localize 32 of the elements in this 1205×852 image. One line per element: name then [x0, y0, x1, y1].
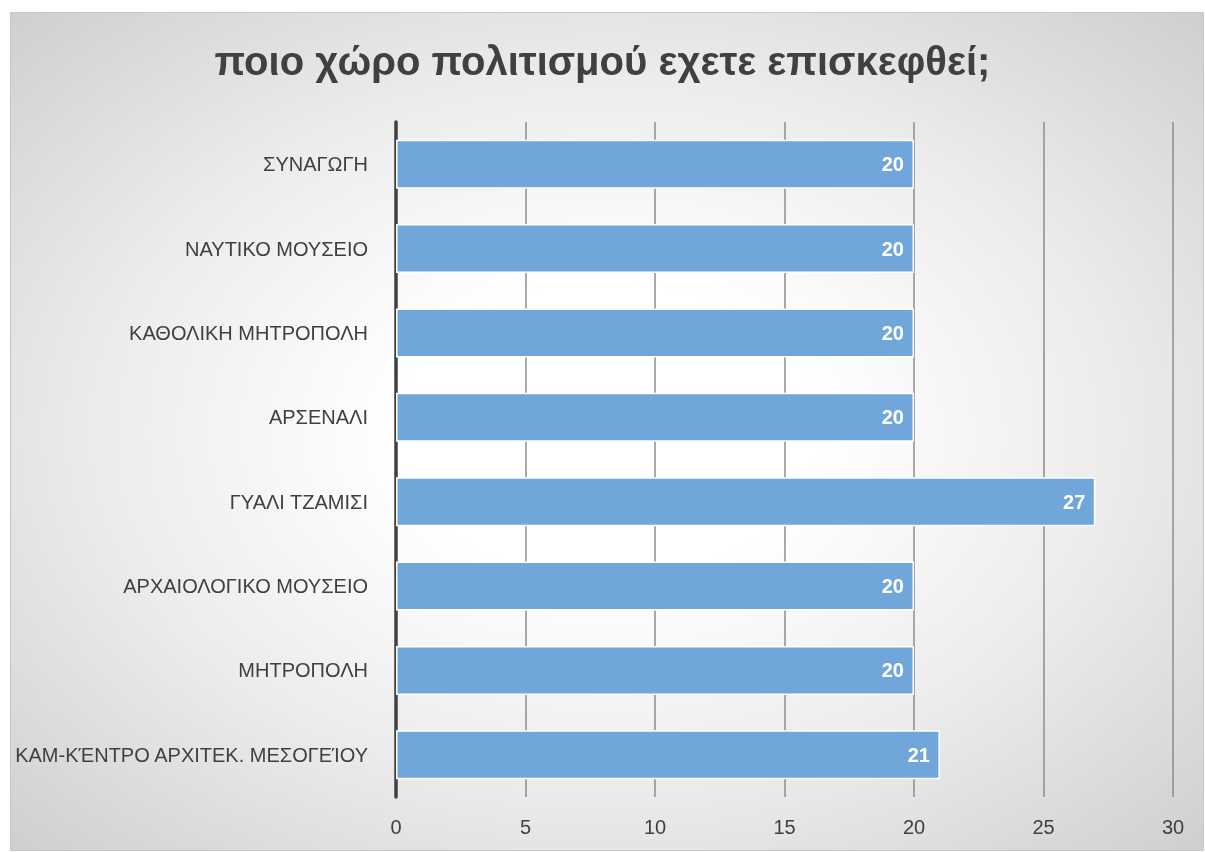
- x-tick-label: 15: [773, 816, 796, 838]
- x-tick-label: 25: [1032, 816, 1055, 838]
- bar: [396, 139, 914, 189]
- x-tick-label: 5: [519, 816, 532, 838]
- y-tick-label: ΑΡΣΕΝΑΛΙ: [268, 406, 368, 429]
- y-tick-label: ΓΥΑΛΙ ΤΖΑΜΙΣΙ: [229, 490, 368, 513]
- bar: [396, 645, 914, 695]
- bar: [396, 477, 1096, 527]
- x-tick-label: 10: [643, 816, 667, 838]
- bar: [396, 392, 914, 442]
- y-tick-label: ΝΑΥΤΙΚΟ ΜΟΥΣΕΙΟ: [185, 237, 368, 260]
- y-tick-label: ΚΑΜ-ΚΈΝΤΡΟ ΑΡΧΙΤΕΚ. ΜΕΣΟΓΕΊΟΥ: [15, 743, 368, 766]
- y-tick-label: ΜΗΤΡΟΠΟΛΗ: [238, 659, 368, 682]
- chart-title: ποιο χώρο πολιτισμού εχετε επισκεφθεί;: [214, 39, 991, 83]
- x-tick-label: 30: [1161, 816, 1185, 838]
- y-tick-label: ΑΡΧΑΙΟΛΟΓΙΚΟ ΜΟΥΣΕΙΟ: [123, 575, 368, 598]
- x-tick-label: 20: [902, 816, 926, 838]
- data-label: 21: [907, 743, 930, 766]
- data-label: 20: [881, 406, 904, 429]
- bar: [396, 308, 914, 358]
- y-tick-label: ΣΥΝΑΓΩΓΗ: [263, 153, 368, 176]
- data-label: 20: [881, 237, 904, 260]
- data-label: 20: [881, 575, 904, 598]
- bar: [396, 561, 914, 611]
- y-tick-label: ΚΑΘΟΛΙΚΗ ΜΗΤΡΟΠΟΛΗ: [129, 321, 368, 344]
- bar: [396, 730, 940, 780]
- data-label: 20: [881, 659, 904, 682]
- x-tick-label: 0: [390, 816, 402, 838]
- bar: [396, 224, 914, 274]
- data-label: 20: [881, 153, 904, 176]
- data-label: 27: [1063, 490, 1086, 513]
- data-label: 20: [881, 321, 904, 344]
